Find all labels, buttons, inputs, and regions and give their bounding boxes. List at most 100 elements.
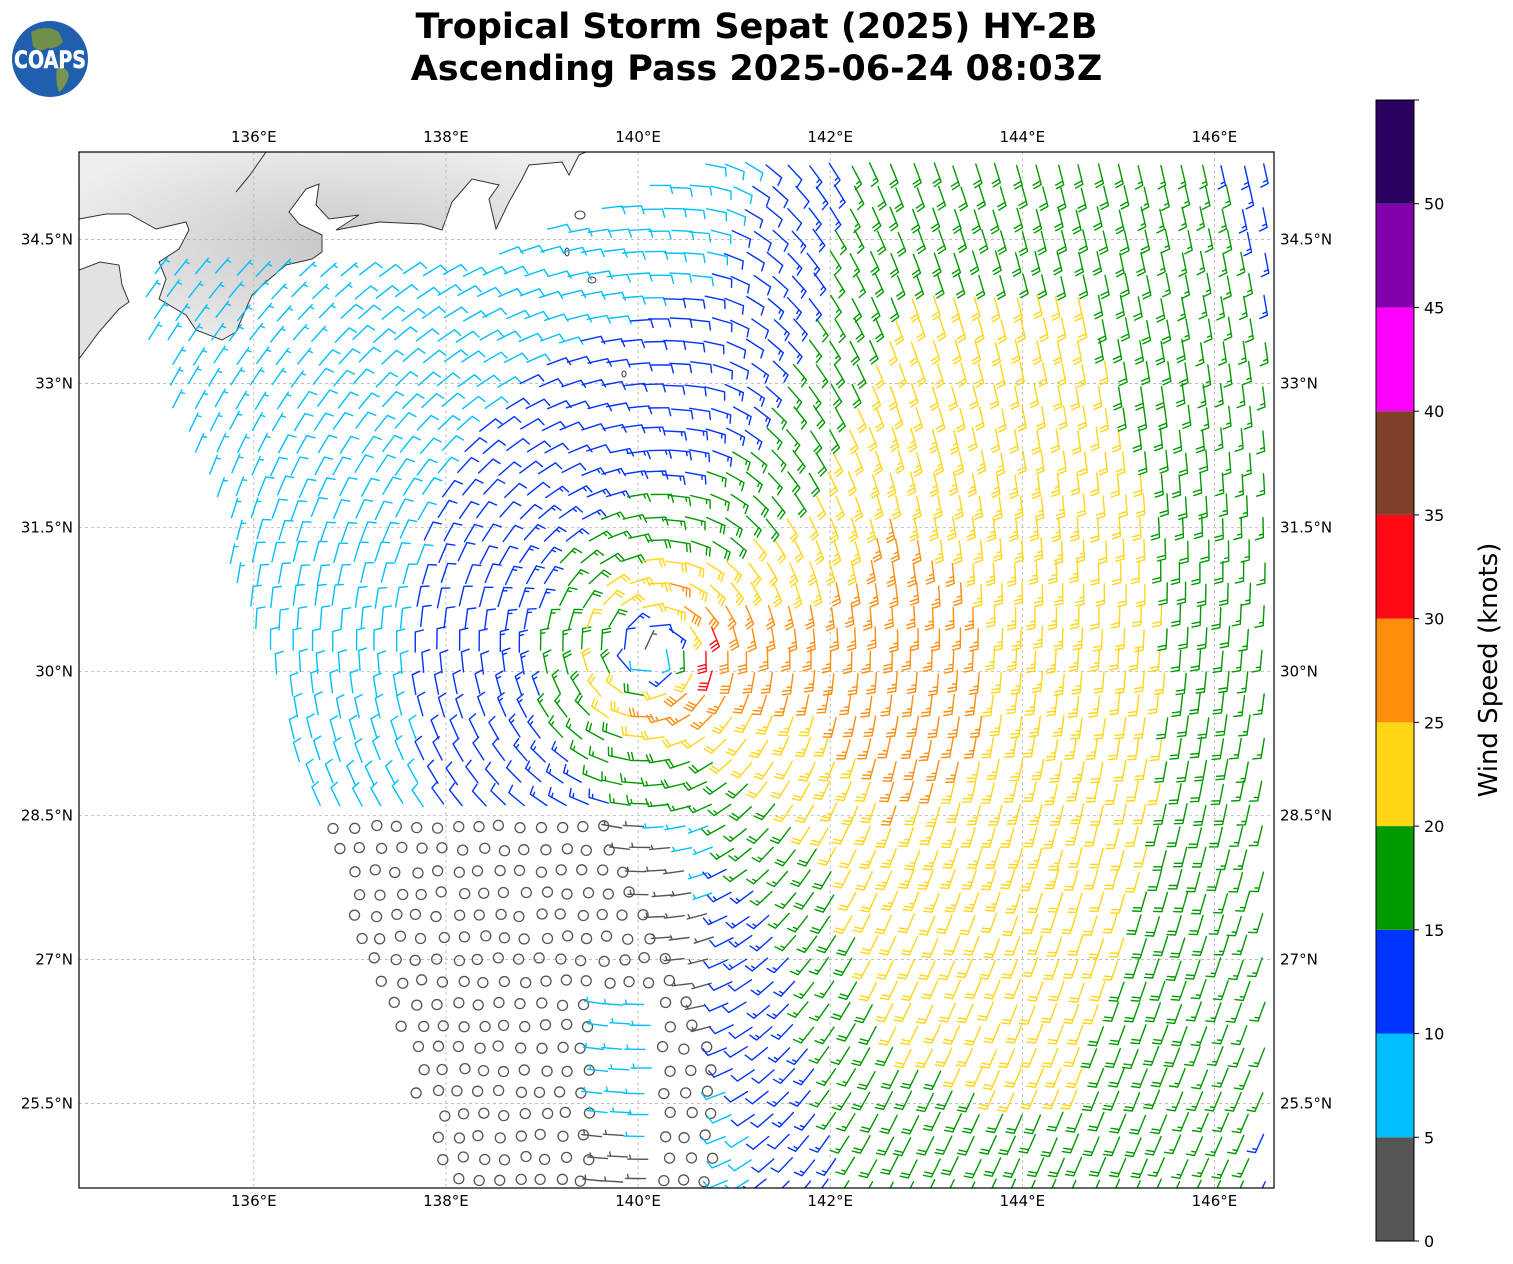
wind-barb [858, 982, 877, 1002]
wind-barb [492, 737, 506, 761]
wind-barb [875, 960, 894, 980]
wind-barb [606, 573, 631, 587]
wind-barb [706, 891, 732, 903]
calm-marker [560, 974, 573, 986]
wind-barb [900, 935, 918, 956]
wind-barb [836, 1113, 856, 1132]
wind-barb [1157, 628, 1168, 652]
calm-marker [555, 953, 567, 965]
wind-barb [433, 670, 443, 695]
wind-barb [1259, 342, 1269, 367]
wind-barb [703, 738, 727, 754]
wind-barb [833, 915, 853, 934]
wind-barb [445, 761, 458, 786]
calm-marker [515, 1173, 527, 1186]
calm-marker [375, 975, 387, 987]
wind-barb [789, 958, 812, 976]
wind-barb [1197, 384, 1207, 409]
calm-marker [706, 1152, 719, 1164]
wind-barb [374, 541, 391, 562]
wind-barb [691, 982, 712, 990]
wind-barb [488, 715, 500, 741]
wind-barb [774, 892, 797, 909]
wind-barb [506, 760, 522, 783]
wind-barb [1090, 606, 1100, 630]
wind-barb [925, 759, 940, 781]
calm-marker [349, 822, 361, 834]
wind-barb [689, 494, 711, 510]
wind-barb [805, 605, 815, 630]
wind-barb [580, 549, 605, 564]
wind-barb [1098, 451, 1109, 476]
wind-barb [944, 761, 959, 783]
wind-barb [859, 893, 878, 913]
wind-barb [834, 318, 846, 343]
wind-barb [1090, 426, 1100, 452]
wind-barb [1113, 803, 1127, 825]
wind-barb [607, 530, 633, 540]
wind-barb [1234, 473, 1244, 498]
wind-barb [771, 736, 790, 756]
wind-barb [271, 412, 286, 432]
wind-barb [1070, 471, 1080, 496]
wind-barb [402, 261, 428, 275]
wind-barb [1220, 540, 1230, 564]
wind-barb [419, 437, 442, 455]
wind-barb [567, 271, 592, 281]
wind-barb [753, 803, 776, 821]
wind-barb [929, 1178, 936, 1188]
wind-barb [990, 209, 1000, 235]
wind-barb [1246, 957, 1263, 978]
wind-barb [1095, 1179, 1101, 1188]
wind-barb [1176, 760, 1190, 783]
wind-barb [890, 538, 900, 563]
wind-barb [1109, 1157, 1127, 1178]
wind-barb [957, 362, 968, 387]
wind-barb [1177, 296, 1187, 322]
wind-barb [1215, 472, 1225, 497]
wind-barb [1039, 186, 1049, 212]
wind-barb [538, 588, 556, 609]
wind-barb [981, 736, 995, 759]
wind-barb [1002, 1158, 1021, 1178]
wind-barb [1218, 252, 1228, 278]
calm-marker [409, 908, 422, 921]
wind-barb [1095, 583, 1105, 607]
wind-barb [1252, 693, 1265, 716]
wind-barb [374, 500, 393, 521]
wind-barb [809, 1135, 830, 1153]
wind-barb [920, 979, 939, 1000]
wind-barb [875, 827, 892, 848]
wind-barb [374, 414, 396, 432]
calm-marker [686, 1106, 698, 1119]
wind-barb [792, 584, 803, 609]
wind-barb [340, 303, 364, 319]
wind-barb [774, 760, 793, 780]
wind-barb [1031, 758, 1045, 781]
wind-barb [539, 627, 550, 651]
wind-barb [689, 626, 702, 651]
wind-barb [914, 274, 925, 300]
wind-barb [709, 627, 720, 652]
wind-barb [1063, 870, 1079, 891]
calm-marker [678, 1132, 690, 1144]
wind-barb [373, 627, 383, 651]
wind-barb [1087, 1026, 1104, 1047]
wind-barb [979, 1135, 997, 1155]
wind-barb [1072, 340, 1083, 365]
wind-barb [1013, 297, 1023, 323]
wind-barb [474, 669, 484, 694]
wind-barb [1200, 407, 1210, 432]
wind-barb [1046, 651, 1057, 674]
wind-barb [853, 825, 871, 846]
wind-barb [729, 806, 752, 821]
wind-barb [1004, 979, 1021, 1000]
calm-marker [560, 1151, 573, 1164]
wind-barb [1235, 761, 1249, 783]
wind-barb [1083, 869, 1099, 890]
wind-barb [353, 541, 369, 562]
wind-barb [817, 846, 837, 866]
wind-barb [421, 563, 438, 585]
wind-barb [1067, 935, 1084, 956]
wind-barb [498, 246, 524, 255]
